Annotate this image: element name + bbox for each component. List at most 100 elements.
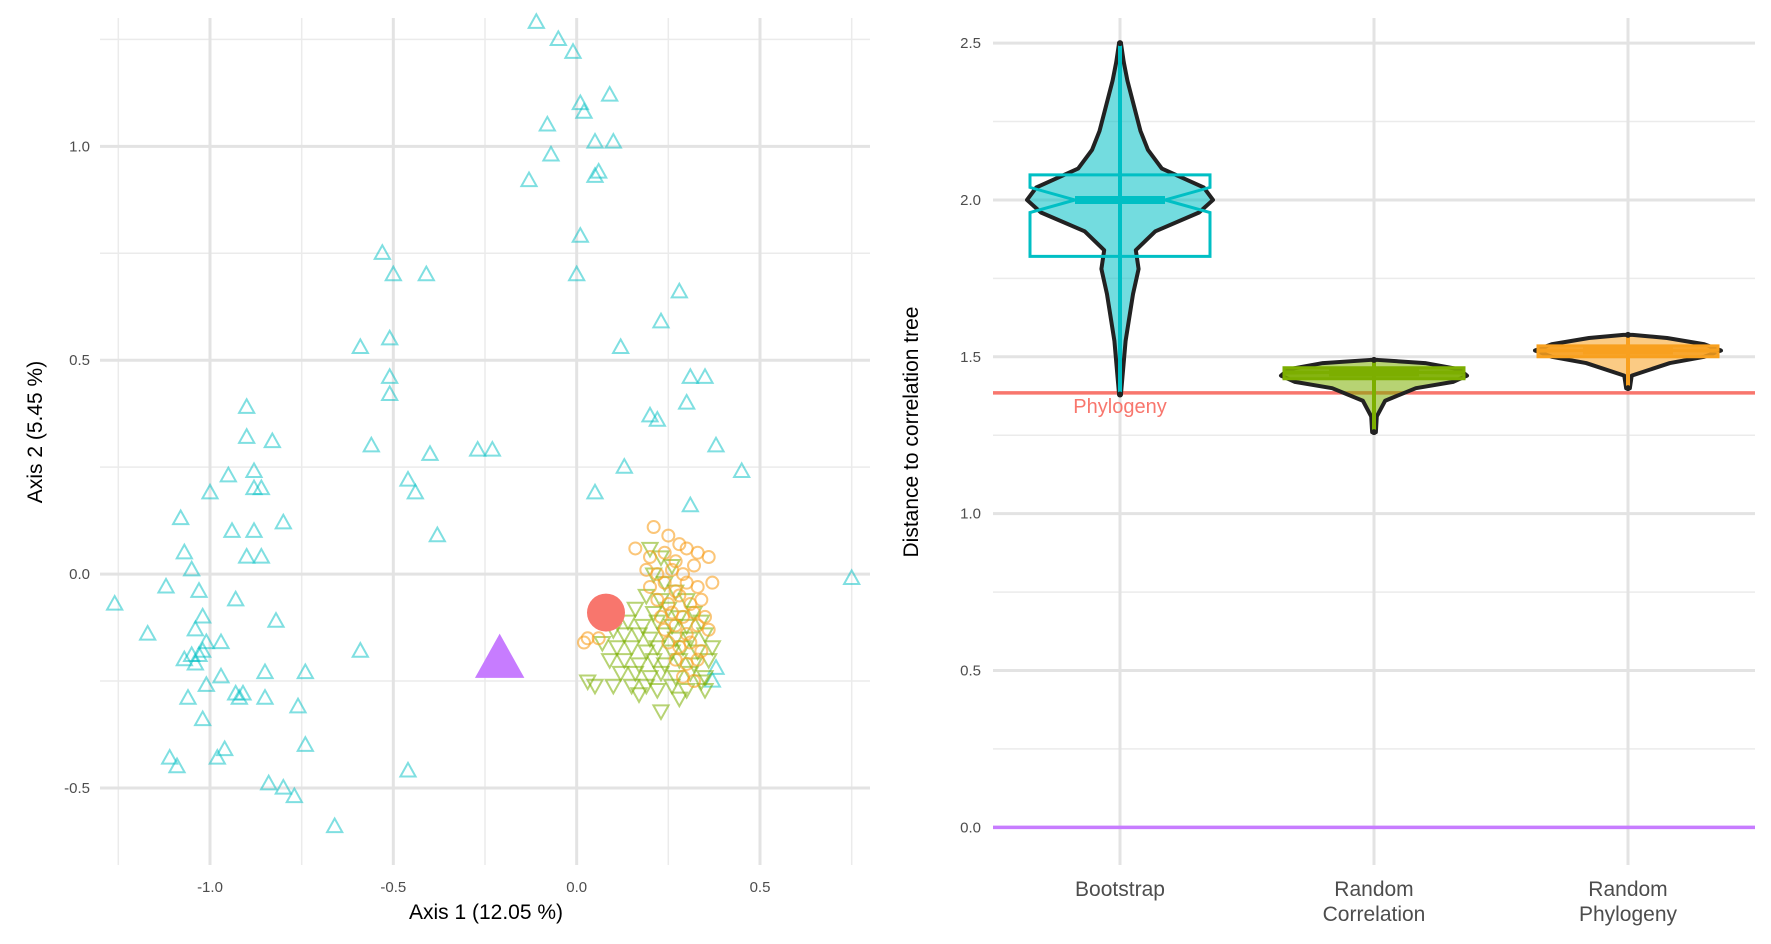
random_phylogeny-point	[668, 584, 683, 599]
reference-line-label: Phylogeny	[1073, 396, 1166, 418]
violin-x-tick-label-line: Random	[1334, 878, 1413, 901]
random_correlation-point	[615, 627, 634, 645]
bootstrap-point	[222, 521, 242, 538]
scatter-y-axis-label: Axis 2 (5.45 %)	[24, 361, 47, 503]
bootstrap-point	[171, 508, 190, 526]
bootstrap-point	[362, 435, 381, 453]
bootstrap-point	[538, 114, 557, 132]
bootstrap-point	[563, 42, 583, 59]
bootstrap-point	[255, 688, 275, 705]
bootstrap-point	[296, 735, 315, 752]
violin-x-tick-label-line: Random	[1588, 878, 1667, 901]
bootstrap-point	[211, 632, 231, 650]
bootstrap-point	[428, 525, 447, 543]
bootstrap-point	[175, 542, 194, 560]
random_correlation-point	[677, 683, 696, 700]
random_correlation-point	[637, 588, 656, 606]
scatter-y-tick-label: -0.5	[64, 780, 90, 797]
bootstrap-point	[398, 469, 418, 487]
bootstrap-point	[288, 696, 308, 714]
random_phylogeny-point	[591, 631, 606, 646]
violin-min-point	[1117, 391, 1123, 398]
bootstrap-point	[380, 384, 399, 402]
scatter-points	[105, 12, 861, 834]
random_correlation-point	[677, 618, 696, 636]
bootstrap-point	[406, 482, 425, 500]
bootstrap-point	[648, 410, 667, 427]
random_correlation-point	[695, 670, 715, 687]
notched-box	[1028, 173, 1212, 258]
bootstrap-point	[156, 576, 176, 594]
series-bootstrap	[105, 12, 861, 834]
random_phylogeny-point	[672, 537, 687, 552]
bootstrap-point	[615, 457, 634, 474]
bootstrap-point	[182, 559, 201, 577]
bootstrap-point	[706, 658, 726, 675]
bootstrap-point	[527, 12, 546, 29]
random_correlation-point	[633, 618, 652, 636]
bootstrap-point	[380, 328, 399, 346]
bootstrap-point	[380, 367, 399, 384]
random_correlation-point	[637, 644, 656, 662]
random_correlation-point	[600, 653, 619, 670]
random_correlation-point	[607, 640, 627, 657]
random_correlation-point	[615, 653, 634, 670]
bootstrap-point	[670, 281, 689, 299]
bootstrap-point	[651, 311, 671, 329]
violin-group	[1279, 356, 1469, 436]
violin-y-tick-label: 0.0	[960, 819, 981, 836]
random_correlation-point	[622, 678, 641, 696]
bootstrap-point	[541, 144, 561, 162]
scatter-grid	[100, 18, 870, 865]
bootstrap-point	[237, 427, 256, 444]
violin-y-tick-label: 1.5	[960, 349, 981, 366]
ordination-scatter-plot: -1.0 -0.5 0.0 0.5 -0.5 0.0 0.5 1.0 Axis 1 (12.0…	[24, 12, 870, 924]
bootstrap-point	[519, 170, 539, 188]
distance-violin-plot: Phylogeny 0.0 0.5 1.0 1.5 2.0 2.5 Bootstrap Ran…	[900, 18, 1755, 926]
scatter-x-tick-label: -1.0	[197, 879, 223, 896]
violin-y-tick-label: 1.0	[960, 506, 981, 523]
random_phylogeny-point	[646, 520, 661, 535]
bootstrap-point	[226, 589, 245, 607]
bootstrap-point	[252, 478, 271, 496]
bootstrap-point	[208, 748, 227, 765]
violin-x-tick-label: Random Correlation	[1323, 878, 1426, 926]
scatter-tick-labels: -1.0 -0.5 0.0 0.5 -0.5 0.0 0.5 1.0	[64, 138, 770, 896]
violin-group	[1025, 40, 1215, 398]
bootstrap-point	[215, 739, 234, 757]
random_correlation-point	[644, 606, 663, 623]
random_correlation-point	[622, 640, 641, 657]
bootstrap-point	[681, 495, 700, 513]
violin-shapes	[1025, 40, 1723, 436]
bootstrap-point	[178, 688, 198, 705]
bootstrap-point	[285, 786, 304, 804]
violin-x-tick-label-line: Phylogeny	[1579, 903, 1678, 926]
violin-max-point	[1625, 331, 1631, 338]
random_phylogeny-point	[643, 579, 657, 594]
bootstrap-point	[167, 756, 187, 774]
bootstrap-point	[677, 392, 696, 410]
random_phylogeny-point	[694, 644, 709, 659]
bootstrap-point	[274, 777, 293, 795]
bootstrap-point	[384, 264, 403, 282]
bootstrap-point	[468, 440, 487, 457]
bootstrap-point	[604, 132, 623, 149]
bootstrap-point	[420, 444, 440, 461]
phylogeny-point	[474, 633, 525, 678]
random_phylogeny-point	[687, 674, 701, 689]
random_phylogeny-point	[698, 609, 712, 624]
bootstrap-point	[263, 431, 282, 449]
violin-max-point	[1117, 40, 1123, 47]
random_correlation-point	[699, 653, 718, 670]
random_correlation-point	[611, 665, 630, 683]
violin-max-point	[1371, 356, 1377, 363]
random_correlation-point	[629, 687, 649, 704]
bootstrap-point	[600, 84, 619, 102]
scatter-y-tick-label: 0.0	[69, 566, 90, 583]
bootstrap-point	[237, 546, 256, 564]
random_correlation-point	[662, 678, 682, 696]
random_phylogeny-point	[577, 635, 591, 650]
bootstrap-point	[219, 465, 238, 483]
